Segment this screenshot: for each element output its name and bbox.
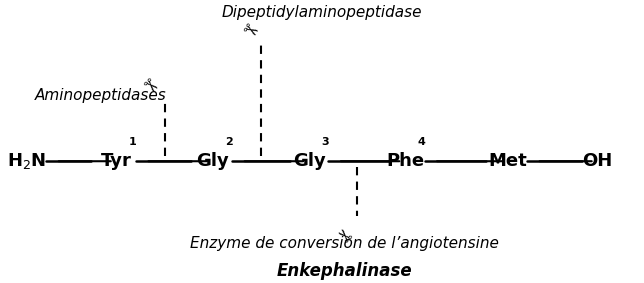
Text: Dipeptidylaminopeptidase: Dipeptidylaminopeptidase bbox=[222, 5, 422, 20]
Text: Gly: Gly bbox=[293, 152, 326, 170]
Text: Enzyme de conversion de l’angiotensine: Enzyme de conversion de l’angiotensine bbox=[190, 236, 499, 251]
Text: 2: 2 bbox=[225, 137, 233, 147]
Text: 4: 4 bbox=[417, 137, 425, 147]
Text: Tyr: Tyr bbox=[101, 152, 132, 170]
Text: H$_2$N: H$_2$N bbox=[8, 151, 46, 171]
Text: 1: 1 bbox=[129, 137, 137, 147]
Text: Enkephalinase: Enkephalinase bbox=[277, 262, 412, 280]
Text: ✂: ✂ bbox=[238, 20, 261, 43]
Text: Met: Met bbox=[489, 152, 527, 170]
Text: ✂: ✂ bbox=[137, 75, 160, 98]
Text: ✂: ✂ bbox=[334, 221, 357, 245]
Text: 3: 3 bbox=[321, 137, 329, 147]
Text: Aminopeptidases: Aminopeptidases bbox=[35, 87, 167, 102]
Text: OH: OH bbox=[583, 152, 613, 170]
Text: Gly: Gly bbox=[196, 152, 229, 170]
Text: Phe: Phe bbox=[386, 152, 424, 170]
